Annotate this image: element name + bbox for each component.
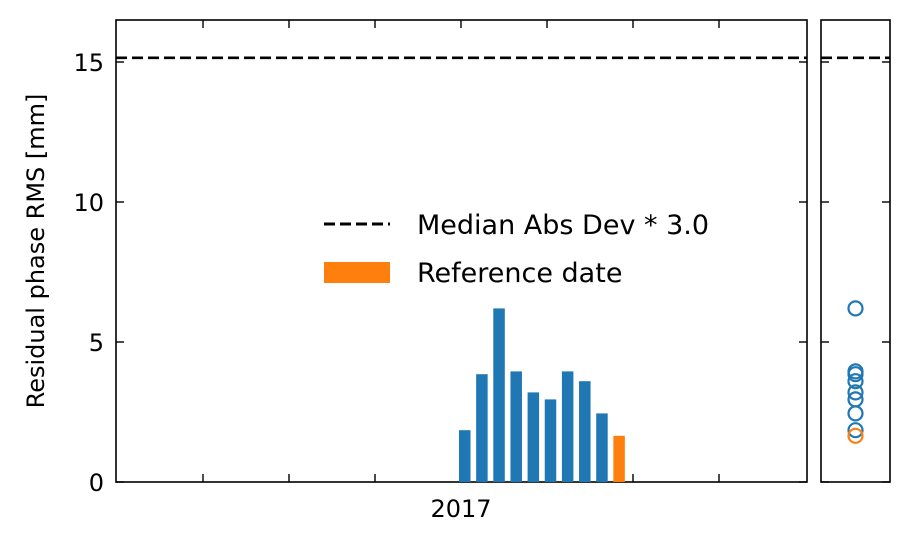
data-bar xyxy=(493,308,505,482)
data-bar xyxy=(527,392,540,482)
legend-threshold-label: Median Abs Dev * 3.0 xyxy=(417,210,709,241)
x-axis-ticks: 2017 xyxy=(202,20,720,523)
data-bar xyxy=(579,381,591,482)
data-bar xyxy=(596,413,608,482)
bar-series xyxy=(459,308,625,482)
side-scatter-point xyxy=(847,384,864,401)
side-scatter-points xyxy=(847,300,864,444)
legend: Median Abs Dev * 3.0 Reference date xyxy=(324,210,709,289)
side-scatter-point xyxy=(847,300,864,317)
side-scatter-point xyxy=(847,366,864,383)
y-axis-ticks: 0 5 10 15 xyxy=(73,49,890,497)
side-scatter-point xyxy=(847,373,864,390)
side-scatter-reference-point xyxy=(847,427,864,444)
reference-bar xyxy=(613,435,625,482)
legend-reference-swatch xyxy=(324,262,390,283)
x-tick-label: 2017 xyxy=(430,495,491,523)
data-bar xyxy=(561,371,574,482)
y-tick-label: 0 xyxy=(89,469,104,497)
main-plot-frame xyxy=(115,19,808,483)
y-axis-label: Residual phase RMS [mm] xyxy=(22,94,50,409)
y-tick-label: 15 xyxy=(73,49,104,77)
side-plot-frame xyxy=(820,19,891,483)
data-bar xyxy=(476,374,488,482)
data-bar xyxy=(544,399,557,482)
side-scatter-point xyxy=(847,422,864,439)
side-scatter-point xyxy=(847,405,864,422)
data-bar xyxy=(459,430,471,482)
y-tick-label: 10 xyxy=(73,189,104,217)
y-tick-label: 5 xyxy=(89,329,104,357)
data-bar xyxy=(510,371,522,482)
legend-reference-label: Reference date xyxy=(417,258,622,289)
